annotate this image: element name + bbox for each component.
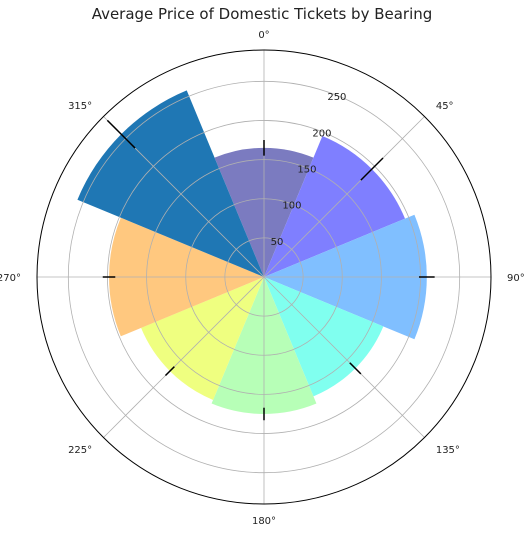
angular-gridline-45 xyxy=(263,116,425,278)
error-bars-layer xyxy=(102,119,435,421)
angular-gridline-135 xyxy=(263,276,425,438)
radial-tick-label-200: 200 xyxy=(312,128,331,139)
angular-tick-label-90: 90° xyxy=(507,273,524,284)
angular-tick-label-270: 270° xyxy=(0,273,21,284)
radial-tick-label-50: 50 xyxy=(271,237,284,248)
radial-tick-label-100: 100 xyxy=(282,201,301,212)
angular-tick-label-45: 45° xyxy=(436,101,454,112)
angular-tick-label-135: 135° xyxy=(436,445,460,456)
angular-tick-label-225: 225° xyxy=(68,445,92,456)
error-bar-315deg xyxy=(106,119,136,149)
error-bar-135deg xyxy=(349,362,362,375)
angular-gridline-225 xyxy=(103,276,265,438)
radial-tick-label-150: 150 xyxy=(297,165,316,176)
chart-title: Average Price of Domestic Tickets by Bea… xyxy=(91,5,433,23)
angular-tick-label-180: 180° xyxy=(252,516,276,527)
angular-tick-label-0: 0° xyxy=(258,30,269,41)
polar-spine xyxy=(36,49,492,505)
labels-layer: 50 100 150 200 250 0° 45° 90° 135° 180° 225° 270° 31… xyxy=(0,30,524,527)
bars-layer xyxy=(77,90,427,414)
error-bar-225deg xyxy=(164,366,175,377)
error-bar-45deg xyxy=(360,157,384,181)
angular-tick-label-315: 315° xyxy=(68,101,92,112)
radial-tick-label-250: 250 xyxy=(327,92,346,103)
